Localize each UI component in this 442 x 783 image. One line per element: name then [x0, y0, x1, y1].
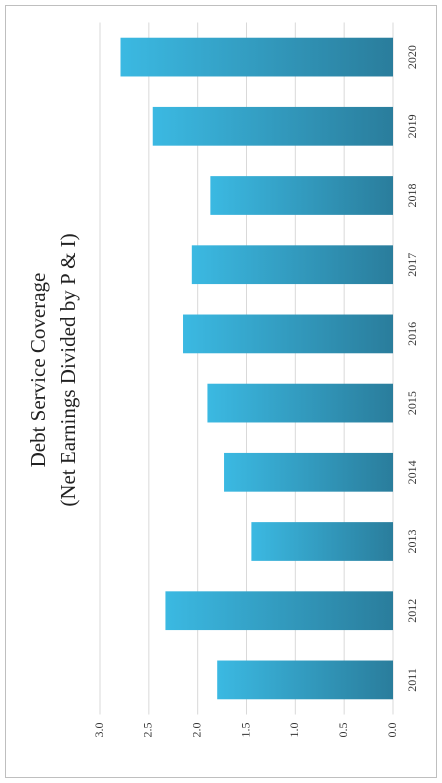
y-tick-label: 2.5 — [141, 723, 155, 738]
y-tick-label: 1.0 — [287, 723, 301, 738]
x-tick-label: 2012 — [405, 599, 419, 623]
bar — [191, 245, 393, 285]
chart-subtitle: (Net Earnings Divided by P & I) — [56, 233, 80, 506]
x-tick-label: 2014 — [405, 460, 419, 484]
x-tick-label: 2017 — [405, 253, 419, 277]
x-tick-label: 2013 — [405, 530, 419, 554]
bar — [120, 37, 393, 77]
chart-border — [5, 5, 437, 778]
x-tick-label: 2018 — [405, 184, 419, 208]
y-tick-label: 2.0 — [189, 723, 203, 738]
plot: Debt Service Coverage (Net Earnings Divi… — [26, 22, 419, 738]
y-tick-label: 3.0 — [92, 723, 106, 738]
bar — [207, 383, 393, 423]
bar — [251, 522, 393, 561]
x-tick-label: 2016 — [405, 322, 419, 346]
bar — [224, 452, 393, 492]
bar — [152, 106, 393, 146]
bar — [183, 314, 393, 354]
x-tick-label: 2019 — [405, 114, 419, 138]
chart-title: Debt Service Coverage — [26, 273, 50, 468]
bar — [210, 176, 393, 215]
x-tick-label: 2020 — [405, 45, 419, 69]
bar — [165, 591, 393, 631]
bar — [217, 660, 393, 700]
x-tick-label: 2015 — [405, 391, 419, 415]
y-tick-label: 0.5 — [336, 723, 350, 738]
x-tick-label: 2011 — [405, 668, 419, 692]
y-tick-label: 1.5 — [238, 723, 252, 738]
y-tick-label: 0.0 — [385, 723, 399, 738]
